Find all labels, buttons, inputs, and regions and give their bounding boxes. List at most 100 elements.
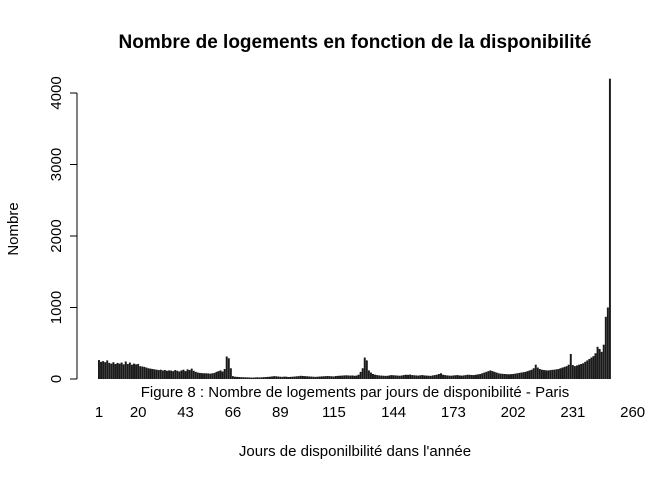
bar <box>608 78 611 379</box>
bar <box>225 356 228 379</box>
bar <box>435 374 438 379</box>
bar <box>380 375 383 379</box>
bar <box>421 375 424 379</box>
bar <box>483 372 486 379</box>
bar <box>295 376 298 379</box>
bar <box>549 370 552 379</box>
bar <box>244 377 247 379</box>
bar <box>114 363 117 379</box>
bar <box>376 375 379 379</box>
bar <box>258 377 261 379</box>
bar <box>551 369 554 379</box>
bar <box>407 374 409 379</box>
bar <box>503 374 506 379</box>
x-tick-label: 1 <box>95 404 103 421</box>
bar <box>522 372 525 379</box>
bar <box>316 376 319 379</box>
bar <box>233 376 236 379</box>
bar <box>433 375 436 379</box>
bar <box>219 370 222 379</box>
y-tick-label: 2000 <box>48 219 65 252</box>
bar <box>400 375 403 379</box>
bar <box>534 364 537 379</box>
bar <box>565 366 568 379</box>
bar <box>275 376 278 379</box>
bar <box>118 363 121 379</box>
bar <box>137 363 140 379</box>
bar <box>351 375 354 379</box>
bar <box>151 368 154 379</box>
bar <box>600 351 603 379</box>
bar <box>293 376 296 379</box>
bar <box>176 370 179 379</box>
bar <box>139 366 142 379</box>
bar <box>207 373 210 379</box>
bar <box>122 364 125 379</box>
bar <box>466 374 469 379</box>
bar <box>477 374 480 379</box>
bar <box>271 376 274 379</box>
bar <box>339 375 342 379</box>
bar <box>252 377 255 379</box>
bar <box>287 377 290 379</box>
bar <box>264 377 267 379</box>
bar <box>402 375 405 379</box>
bar <box>330 376 333 379</box>
y-tick-label: 4000 <box>48 76 65 109</box>
bar <box>411 375 414 379</box>
bar <box>106 360 109 379</box>
bar <box>458 375 461 379</box>
bar <box>363 357 366 379</box>
bar <box>530 369 533 379</box>
bar <box>582 363 585 379</box>
bar <box>347 375 350 379</box>
bar <box>547 370 550 379</box>
bar <box>602 344 605 379</box>
bar <box>341 375 344 379</box>
bar <box>180 370 183 379</box>
bar <box>186 369 189 379</box>
bar <box>273 376 276 379</box>
bar <box>571 365 574 379</box>
bar <box>198 372 201 379</box>
bar <box>108 362 111 379</box>
bar <box>365 360 368 379</box>
bar <box>215 371 218 379</box>
bar <box>322 376 325 379</box>
bar <box>201 373 203 379</box>
bar <box>497 373 500 379</box>
bar <box>448 375 451 379</box>
bar <box>165 370 168 379</box>
bar <box>223 368 226 379</box>
bar <box>229 368 232 379</box>
bar <box>143 366 146 379</box>
bar <box>555 369 558 379</box>
bar <box>520 372 523 379</box>
bar <box>130 364 133 379</box>
bar <box>250 377 253 379</box>
bar <box>573 366 576 379</box>
bar <box>126 363 129 379</box>
bar <box>326 376 329 379</box>
bar <box>472 375 475 379</box>
bar <box>588 358 591 379</box>
bar <box>536 367 539 379</box>
y-tick-label: 0 <box>48 375 65 383</box>
x-tick-label: 231 <box>560 404 585 421</box>
bar <box>318 376 321 379</box>
bar <box>538 368 541 379</box>
bar <box>260 377 263 379</box>
bar <box>172 371 175 379</box>
bar <box>524 371 527 379</box>
bar <box>501 373 504 379</box>
bar <box>182 369 185 379</box>
bar <box>194 371 197 379</box>
bar <box>404 374 407 379</box>
bar <box>388 375 391 379</box>
bar <box>485 371 488 379</box>
bar <box>159 369 162 379</box>
bar <box>357 374 360 379</box>
bar <box>423 375 426 379</box>
bar <box>324 376 327 379</box>
bar <box>413 375 416 379</box>
